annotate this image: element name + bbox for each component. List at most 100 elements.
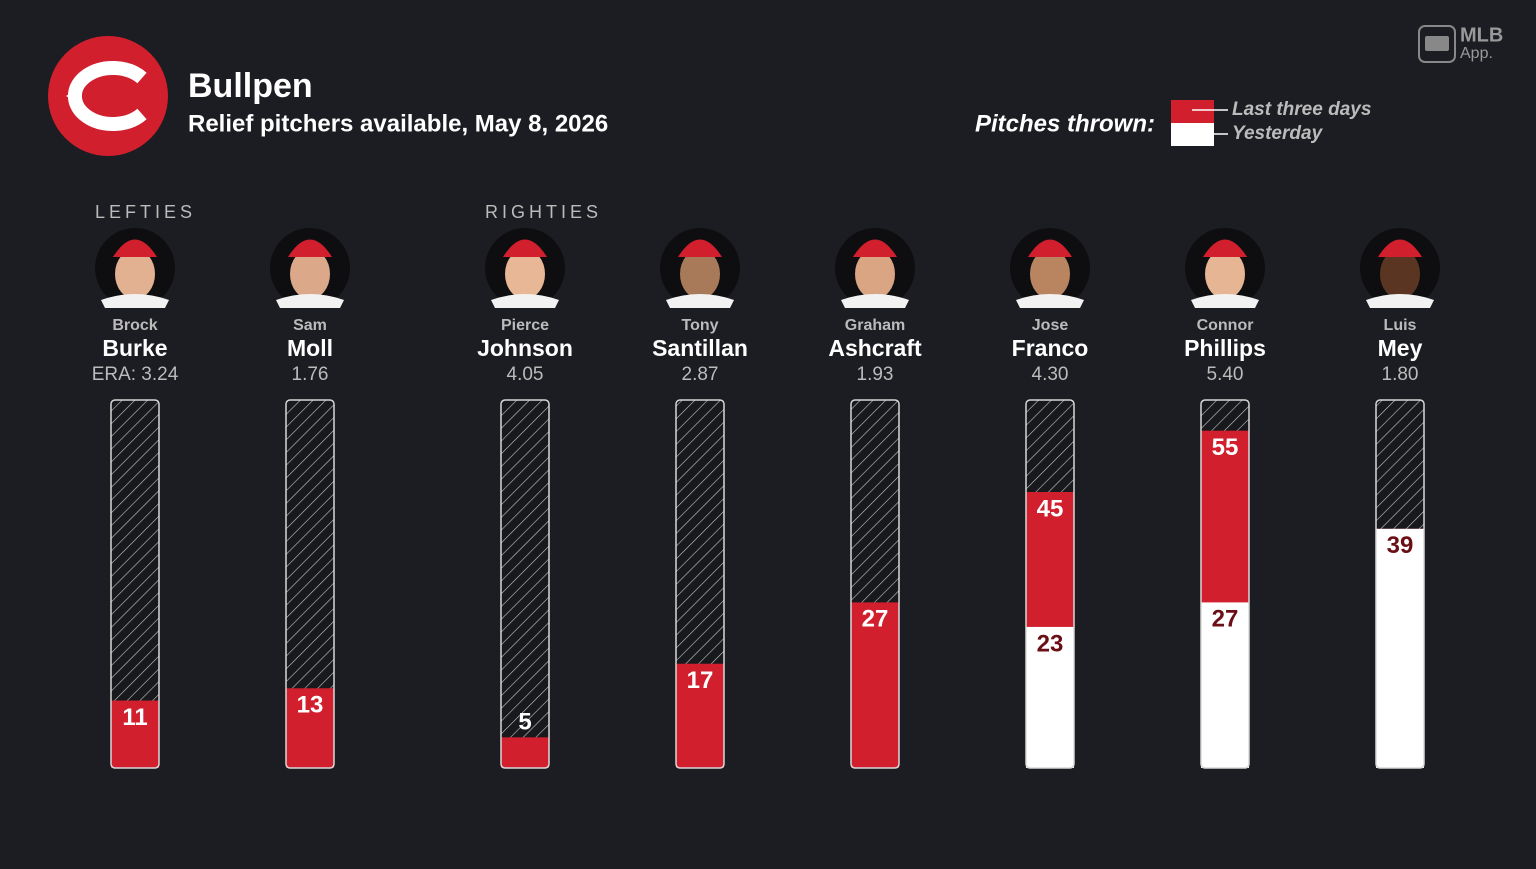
bar (286, 688, 334, 768)
photo-cap (678, 239, 722, 257)
legend-title: Pitches thrown: (975, 110, 1155, 137)
value-label: 27 (862, 606, 889, 633)
era-label: ERA: 3.24 (92, 364, 179, 385)
photo-face (1030, 249, 1070, 299)
brand: MLB (1460, 24, 1503, 46)
era-label: 4.05 (507, 364, 544, 385)
last-name: Phillips (1184, 335, 1266, 361)
value-label: 13 (297, 692, 324, 719)
team-logo (48, 36, 168, 156)
era-label: 5.40 (1207, 364, 1244, 385)
group-label: LEFTIES (95, 202, 196, 222)
last-name: Burke (102, 335, 167, 361)
value-label: 17 (687, 667, 714, 694)
photo-shirt (1366, 294, 1434, 308)
bar-track (286, 400, 334, 768)
first-name: Connor (1197, 317, 1254, 334)
group-label: RIGHTIES (485, 202, 602, 222)
photo-face (290, 249, 330, 299)
value-label: 45 (1037, 495, 1064, 522)
era-label: 2.87 (682, 364, 719, 385)
player-photo (485, 228, 565, 308)
value-label: 23 (1037, 630, 1064, 657)
last-name: Franco (1012, 335, 1089, 361)
bar-outline (1375, 399, 1425, 769)
photo-cap (113, 239, 157, 257)
bar-outline (110, 399, 160, 769)
last-name: Johnson (477, 335, 573, 361)
photo-face (680, 249, 720, 299)
bar-track (501, 400, 549, 768)
photo-face (855, 249, 895, 299)
subtitle: Relief pitchers available, May 8, 2026 (188, 110, 608, 137)
legend-label: Yesterday (1232, 123, 1324, 144)
first-name: Brock (112, 317, 157, 334)
first-name: Sam (293, 317, 327, 334)
photo-shirt (666, 294, 734, 308)
title: Bullpen (188, 67, 313, 105)
first-name: Tony (681, 317, 718, 334)
player-photo (1360, 228, 1440, 308)
first-name: Luis (1384, 317, 1417, 334)
bar-outline (850, 399, 900, 769)
player-photo (270, 228, 350, 308)
brand-sub: App. (1460, 45, 1493, 62)
last-name: Mey (1378, 335, 1423, 361)
photo-cap (288, 239, 332, 257)
photo-shirt (276, 294, 344, 308)
photo-face (1380, 249, 1420, 299)
bar-track (111, 400, 159, 768)
era-label: 4.30 (1032, 364, 1069, 385)
bar (851, 602, 899, 768)
photo-shirt (1016, 294, 1084, 308)
bar-outline (500, 399, 550, 769)
value-label: 39 (1387, 532, 1414, 559)
bar-outline (1025, 399, 1075, 769)
era-label: 1.76 (292, 364, 329, 385)
first-name: Jose (1032, 317, 1069, 334)
first-name: Graham (845, 317, 905, 334)
last-name: Ashcraft (828, 335, 922, 361)
photo-face (505, 249, 545, 299)
value-label: 55 (1212, 434, 1239, 461)
brand-logo: MLB App. (1418, 24, 1503, 63)
bar-outline (1200, 399, 1250, 769)
photo-face (115, 249, 155, 299)
legend-swatch (1171, 100, 1214, 123)
photo-cap (1028, 239, 1072, 257)
era-label: 1.80 (1382, 364, 1419, 385)
value-label: 5 (518, 709, 531, 736)
value-label: 11 (122, 704, 147, 731)
legend-label: Last three days (1232, 99, 1371, 120)
photo-shirt (101, 294, 169, 308)
first-name: Pierce (501, 317, 549, 334)
photo-cap (853, 239, 897, 257)
bar (1201, 602, 1249, 768)
value-label: 27 (1212, 606, 1239, 633)
bar (501, 737, 549, 768)
bar-outline (285, 399, 335, 769)
bar (676, 663, 724, 768)
bar (1376, 528, 1424, 768)
player-photo (835, 228, 915, 308)
photo-face (1205, 249, 1245, 299)
photo-cap (1203, 239, 1247, 257)
player-photo (1185, 228, 1265, 308)
bar (1026, 626, 1074, 768)
photo-shirt (491, 294, 559, 308)
photo-cap (503, 239, 547, 257)
bar-outline (675, 399, 725, 769)
photo-cap (1378, 239, 1422, 257)
photo-shirt (1191, 294, 1259, 308)
last-name: Moll (287, 335, 333, 361)
player-photo (1010, 228, 1090, 308)
photo-shirt (841, 294, 909, 308)
player-photo (95, 228, 175, 308)
bar (111, 700, 159, 768)
player-photo (660, 228, 740, 308)
last-name: Santillan (652, 335, 748, 361)
era-label: 1.93 (857, 364, 894, 385)
